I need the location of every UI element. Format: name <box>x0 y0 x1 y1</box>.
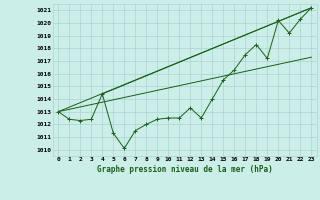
X-axis label: Graphe pression niveau de la mer (hPa): Graphe pression niveau de la mer (hPa) <box>97 165 273 174</box>
